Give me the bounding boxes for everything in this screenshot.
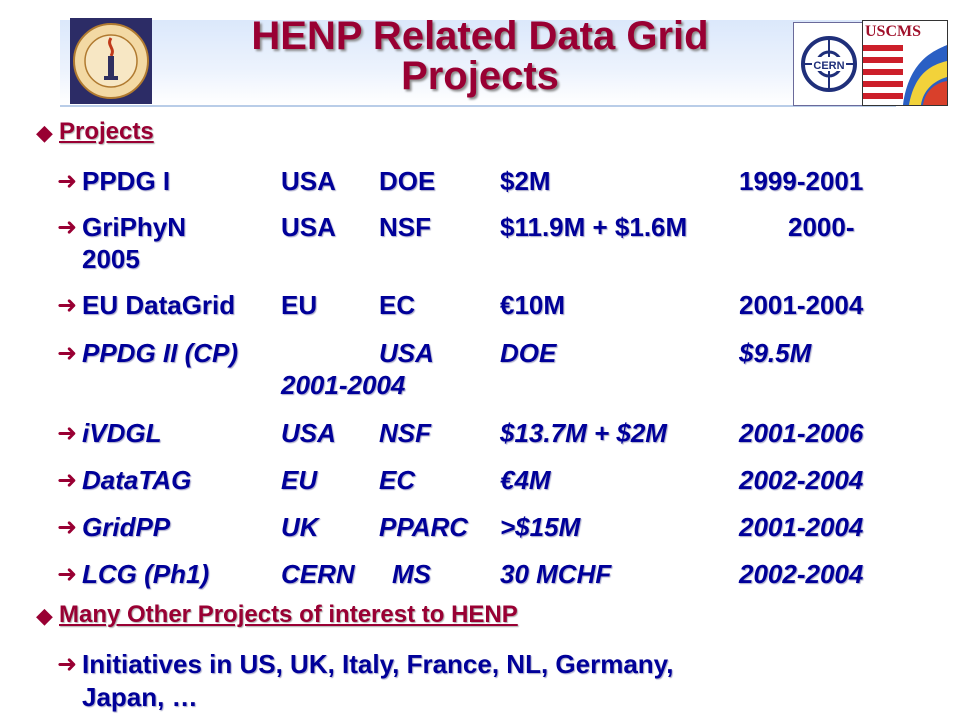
project-country: EU	[281, 290, 318, 320]
arrow-bullet-icon: ➜	[57, 420, 78, 447]
project-funding: $2M	[500, 166, 551, 196]
project-agency: PPARC	[379, 512, 469, 542]
diamond-bullet-icon: ◆	[36, 120, 53, 145]
project-funding: €10M	[500, 290, 566, 320]
other-projects-heading: Many Other Projects of interest to HENP	[59, 601, 518, 628]
project-years-continued: 2001-2004	[281, 370, 406, 400]
initiatives-line-1: Initiatives in US, UK, Italy, France, NL…	[82, 649, 674, 679]
project-years: 2002-2004	[739, 465, 864, 495]
project-years-continued: 2005	[82, 244, 140, 274]
project-country: USA	[281, 166, 336, 196]
project-name: GriPhyN	[82, 212, 187, 242]
project-country: EU	[281, 465, 318, 495]
project-agency: NSF	[379, 212, 431, 242]
projects-heading: Projects	[59, 118, 154, 145]
diamond-bullet-icon: ◆	[36, 603, 53, 628]
arrow-bullet-icon: ➜	[57, 340, 78, 367]
project-funding: >$15M	[500, 512, 581, 542]
project-funding: 30 MCHF	[500, 559, 612, 589]
project-name: GridPP	[82, 512, 171, 542]
title-line-1: HENP Related Data Grid	[251, 14, 709, 58]
project-years: 2001-2004	[739, 512, 864, 542]
project-country: UK	[281, 512, 319, 542]
project-funding: $11.9M + $1.6M	[500, 212, 688, 242]
project-name: DataTAG	[82, 465, 192, 495]
arrow-bullet-icon: ➜	[57, 467, 78, 494]
uscms-logo: USCMS	[862, 20, 948, 106]
arrow-bullet-icon: ➜	[57, 651, 78, 678]
project-funding: €4M	[500, 465, 551, 495]
project-agency: DOE	[379, 166, 436, 196]
initiatives-line-2: Japan, …	[82, 682, 198, 712]
caltech-seal-logo	[70, 18, 152, 104]
project-years: 2001-2004	[739, 290, 864, 320]
project-funding: $13.7M + $2M	[500, 418, 667, 448]
project-name: PPDG II (CP)	[82, 338, 239, 368]
project-agency: MS	[392, 559, 431, 589]
project-name: PPDG I	[82, 166, 171, 196]
project-agency: DOE	[500, 338, 557, 368]
project-country: USA	[281, 418, 336, 448]
arrow-bullet-icon: ➜	[57, 514, 78, 541]
arrow-bullet-icon: ➜	[57, 168, 78, 195]
title-band	[60, 20, 896, 107]
title-line-2: Projects	[401, 54, 559, 98]
arrow-bullet-icon: ➜	[57, 292, 78, 319]
arrow-bullet-icon: ➜	[57, 214, 78, 241]
project-years: 2001-2006	[739, 418, 864, 448]
project-name: iVDGL	[82, 418, 162, 448]
project-country: USA	[281, 212, 336, 242]
project-agency: EC	[379, 465, 416, 495]
project-country: CERN	[281, 559, 355, 589]
uscms-label: USCMS	[865, 23, 922, 40]
cern-logo: CERN	[793, 22, 865, 106]
project-agency: EC	[379, 290, 416, 320]
project-name: EU DataGrid	[82, 290, 236, 320]
project-agency: NSF	[379, 418, 431, 448]
arrow-bullet-icon: ➜	[57, 561, 78, 588]
project-years: 1999-2001	[739, 166, 864, 196]
project-funding: $9.5M	[739, 338, 812, 368]
project-years: 2000-	[788, 212, 855, 242]
page-title: HENP Related Data Grid Projects	[150, 16, 810, 96]
svg-text:CERN: CERN	[813, 60, 844, 72]
project-country: USA	[379, 338, 434, 368]
project-years: 2002-2004	[739, 559, 864, 589]
project-name: LCG (Ph1)	[82, 559, 210, 589]
